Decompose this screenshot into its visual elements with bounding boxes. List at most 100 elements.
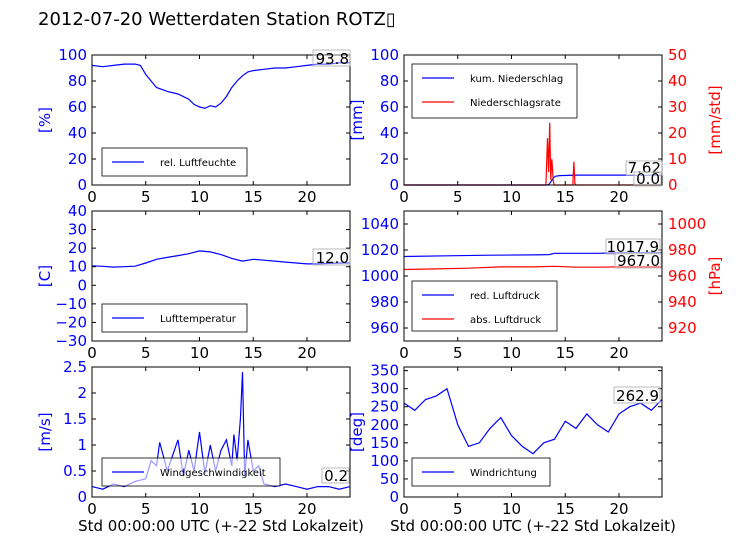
y-tick-label-right: 40 (668, 72, 687, 90)
y-tick-label: 40 (68, 202, 87, 220)
y-tick-label: 0 (389, 488, 399, 506)
x-tick-label: 10 (190, 188, 209, 206)
plot-frame-6 (403, 366, 663, 498)
y-tick-label: 30 (68, 221, 87, 239)
x-tick-label: 0 (399, 344, 409, 362)
y-tick-label-right: 920 (668, 319, 697, 337)
plot-frame-3 (91, 210, 351, 342)
legend-box (411, 280, 558, 332)
plot-frame-5 (91, 366, 351, 498)
value-annotation: 1017.9 (607, 238, 660, 256)
y-tick-label: 1.5 (63, 410, 87, 428)
x-tick-label: 0 (399, 188, 409, 206)
y-tick-label-right: 960 (668, 267, 697, 285)
y-tick-label: 50 (380, 470, 399, 488)
y-tick-label: 300 (370, 380, 399, 398)
x-tick-label: 5 (453, 500, 463, 518)
y-tick-label: 0 (77, 176, 87, 194)
y-tick-label-right: 1000 (668, 215, 706, 233)
x-tick-label: 15 (244, 188, 263, 206)
value-annotation: 967.0 (617, 252, 660, 270)
value-annotation: 262.9 (616, 387, 659, 405)
x-tick-label: 5 (453, 188, 463, 206)
value-annotation: 0.2 (324, 467, 348, 485)
y-tick-label: 60 (68, 98, 87, 116)
y-tick-label: 100 (370, 46, 399, 64)
legend-label: rel. Luftfeuchte (160, 158, 236, 169)
y-tick-label-right: 10 (668, 150, 687, 168)
y-axis-label-right: [hPa] (706, 257, 724, 296)
x-tick-label: 20 (609, 500, 628, 518)
y-tick-label: 0 (77, 276, 87, 294)
figure-title: 2012-07-20 Wetterdaten Station ROTZ▯ (38, 9, 396, 30)
x-tick-label: 0 (399, 500, 409, 518)
x-tick-label: 20 (609, 188, 628, 206)
x-tick-label: 15 (244, 344, 263, 362)
x-tick-label: 15 (556, 188, 575, 206)
x-tick-label: 10 (502, 500, 521, 518)
x-tick-label: 5 (141, 500, 151, 518)
x-tick-label: 10 (502, 344, 521, 362)
y-tick-label: 1020 (361, 241, 399, 259)
y-tick-label: 20 (380, 150, 399, 168)
y-tick-label-right: 940 (668, 293, 697, 311)
y-tick-label: 200 (370, 416, 399, 434)
series-line-1-1 (91, 62, 350, 109)
legend-box (411, 63, 578, 119)
legend-label: Lufttemperatur (160, 314, 237, 325)
value-annotation-box (321, 467, 350, 484)
y-tick-label: 60 (380, 98, 399, 116)
x-tick-label: 15 (556, 500, 575, 518)
y-tick-label: 80 (380, 72, 399, 90)
x-tick-label: 20 (609, 344, 628, 362)
y-tick-label: 1 (77, 436, 87, 454)
y-tick-label: 0 (389, 176, 399, 194)
y-axis-label: [m/s] (36, 412, 54, 451)
y-axis-label: [deg] (348, 412, 366, 452)
y-tick-label: 0 (77, 488, 87, 506)
value-annotation: 0.0 (636, 170, 660, 188)
x-tick-label: 20 (297, 500, 316, 518)
y-tick-label: 20 (68, 239, 87, 257)
x-tick-label: 5 (141, 188, 151, 206)
x-axis-label: Std 00:00:00 UTC (+-22 Std Lokalzeit) (78, 517, 364, 535)
y-tick-label-right: 30 (668, 98, 687, 116)
legend-label: Windgeschwindigkeit (160, 468, 266, 479)
value-annotation-box (625, 160, 663, 176)
y-tick-label: 40 (380, 124, 399, 142)
value-annotation-box (614, 252, 662, 269)
series-line-6-1 (403, 387, 663, 455)
y-tick-label: −20 (55, 313, 87, 331)
value-annotation-box (312, 248, 351, 266)
legend-label: Niederschlagsrate (470, 98, 561, 109)
x-tick-label: 5 (453, 344, 463, 362)
series-line-2-1 (404, 174, 662, 186)
legend-label: kum. Niederschlag (470, 74, 563, 85)
y-tick-label: 80 (68, 72, 87, 90)
series-line-3-1 (91, 250, 350, 268)
y-tick-label: 100 (370, 452, 399, 470)
y-axis-label-right: [mm/std] (706, 85, 724, 154)
y-tick-label: 1000 (361, 267, 399, 285)
x-tick-label: 20 (297, 344, 316, 362)
y-tick-label: 1040 (361, 215, 399, 233)
x-tick-label: 15 (244, 500, 263, 518)
y-tick-label: 350 (370, 362, 399, 380)
value-annotation: 12.0 (316, 249, 349, 267)
y-axis-label: [%] (36, 107, 54, 133)
y-tick-label-right: 0 (668, 176, 678, 194)
x-tick-label: 0 (87, 344, 97, 362)
y-tick-label-right: 20 (668, 124, 687, 142)
y-tick-label: 2 (77, 384, 87, 402)
y-tick-label: 20 (68, 150, 87, 168)
y-tick-label-right: 980 (668, 241, 697, 259)
x-tick-label: 10 (190, 344, 209, 362)
x-tick-label: 10 (502, 188, 521, 206)
x-tick-label: 0 (87, 500, 97, 518)
x-tick-label: 20 (297, 188, 316, 206)
x-tick-label: 0 (87, 188, 97, 206)
value-annotation-box (605, 238, 661, 255)
value-annotation-box (633, 171, 662, 187)
value-annotation: 93.8 (316, 50, 349, 68)
